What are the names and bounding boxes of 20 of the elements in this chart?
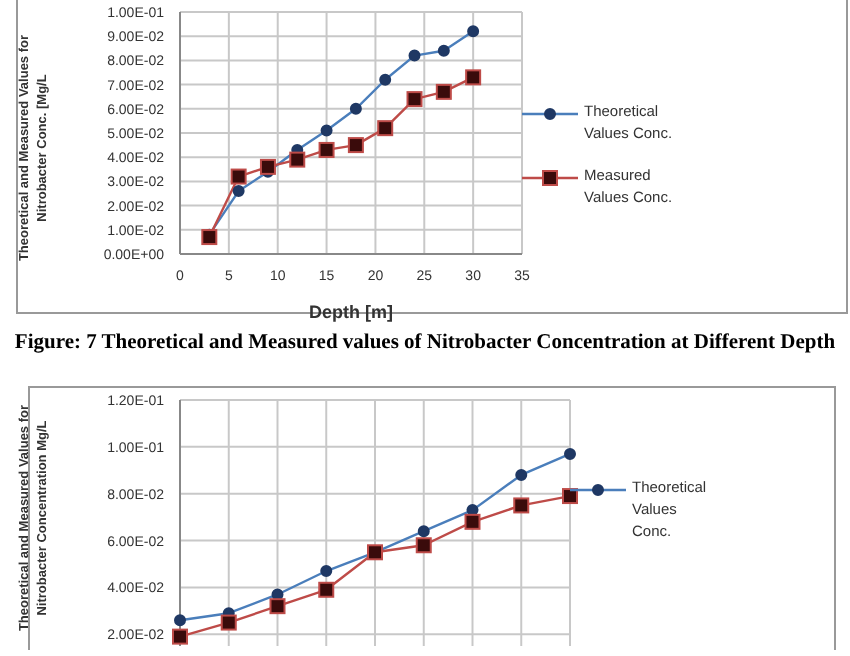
point <box>464 513 481 530</box>
point <box>347 137 364 154</box>
point <box>230 168 247 185</box>
point <box>201 229 218 246</box>
point <box>465 69 482 86</box>
point <box>513 497 530 514</box>
point <box>318 141 335 158</box>
point <box>406 91 423 108</box>
point <box>269 598 286 615</box>
point <box>377 120 394 137</box>
point <box>562 488 578 505</box>
point <box>318 581 335 598</box>
point <box>415 537 432 554</box>
text: Figure: 7 Theoretical and Measured values of Nitrobacter Concentration at Different Depth <box>12 332 838 354</box>
x-axis-title: Depth [m] <box>309 302 393 322</box>
point <box>259 158 276 175</box>
point <box>435 83 452 100</box>
point <box>220 614 237 631</box>
point <box>172 628 188 645</box>
point <box>289 151 306 168</box>
